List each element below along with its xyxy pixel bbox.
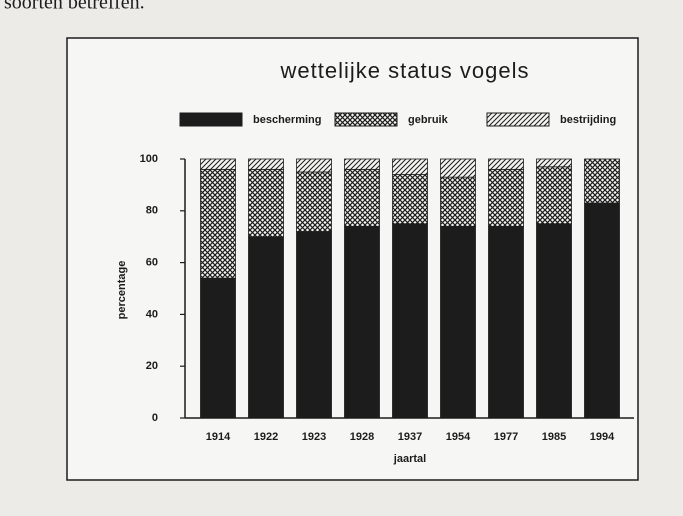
bar-segment — [392, 174, 428, 225]
y-tick-label: 40 — [146, 308, 158, 320]
bar-segment — [344, 168, 380, 227]
x-tick-label: 1954 — [446, 431, 471, 443]
bar-segment — [536, 158, 572, 168]
legend-label: gebruik — [408, 114, 449, 126]
x-tick-label: 1994 — [590, 431, 615, 443]
x-tick-label: 1937 — [398, 431, 422, 443]
legend-label: bescherming — [253, 114, 321, 126]
legend-swatch — [486, 112, 550, 127]
bar-segment — [200, 158, 236, 170]
chart-title: wettelijke status vogels — [280, 58, 530, 83]
x-tick-label: 1922 — [254, 431, 278, 443]
bar-segment — [248, 168, 284, 238]
bar-segment — [488, 158, 524, 170]
bar-segment — [488, 225, 524, 419]
x-tick-label: 1977 — [494, 431, 518, 443]
bar-segment — [296, 231, 332, 419]
legend-swatch — [179, 112, 243, 127]
y-axis-label: percentage — [116, 261, 128, 320]
x-tick-label: 1928 — [350, 431, 374, 443]
bar-segment — [392, 223, 428, 419]
y-tick-label: 0 — [152, 412, 158, 424]
bar-segment — [440, 158, 476, 178]
bar-segment — [488, 168, 524, 227]
y-tick-label: 100 — [140, 153, 158, 165]
bar-segment — [200, 277, 236, 419]
bar-segment — [248, 158, 284, 170]
bar-segment — [584, 202, 620, 419]
bar-segment — [248, 236, 284, 419]
bar-segment — [200, 168, 236, 279]
y-tick-label: 20 — [146, 360, 158, 372]
bar-segment — [296, 171, 332, 232]
x-tick-label: 1923 — [302, 431, 326, 443]
x-tick-label: 1985 — [542, 431, 566, 443]
bar-segment — [584, 158, 620, 204]
x-axis-label: jaartal — [393, 453, 426, 465]
legend-label: bestrijding — [560, 114, 616, 126]
bar-segment — [536, 166, 572, 225]
x-tick-label: 1914 — [206, 431, 231, 443]
y-tick-label: 80 — [146, 205, 158, 217]
legend-swatch — [334, 112, 398, 127]
bar-segment — [344, 158, 380, 170]
bar-segment — [392, 158, 428, 175]
bar-segment — [440, 176, 476, 227]
bar-segment — [440, 225, 476, 419]
page-text: soorten betreffen. — [4, 0, 145, 14]
bar-segment — [536, 223, 572, 419]
bar-segment — [344, 225, 380, 419]
bar-segment — [296, 158, 332, 173]
y-tick-label: 60 — [146, 257, 158, 269]
